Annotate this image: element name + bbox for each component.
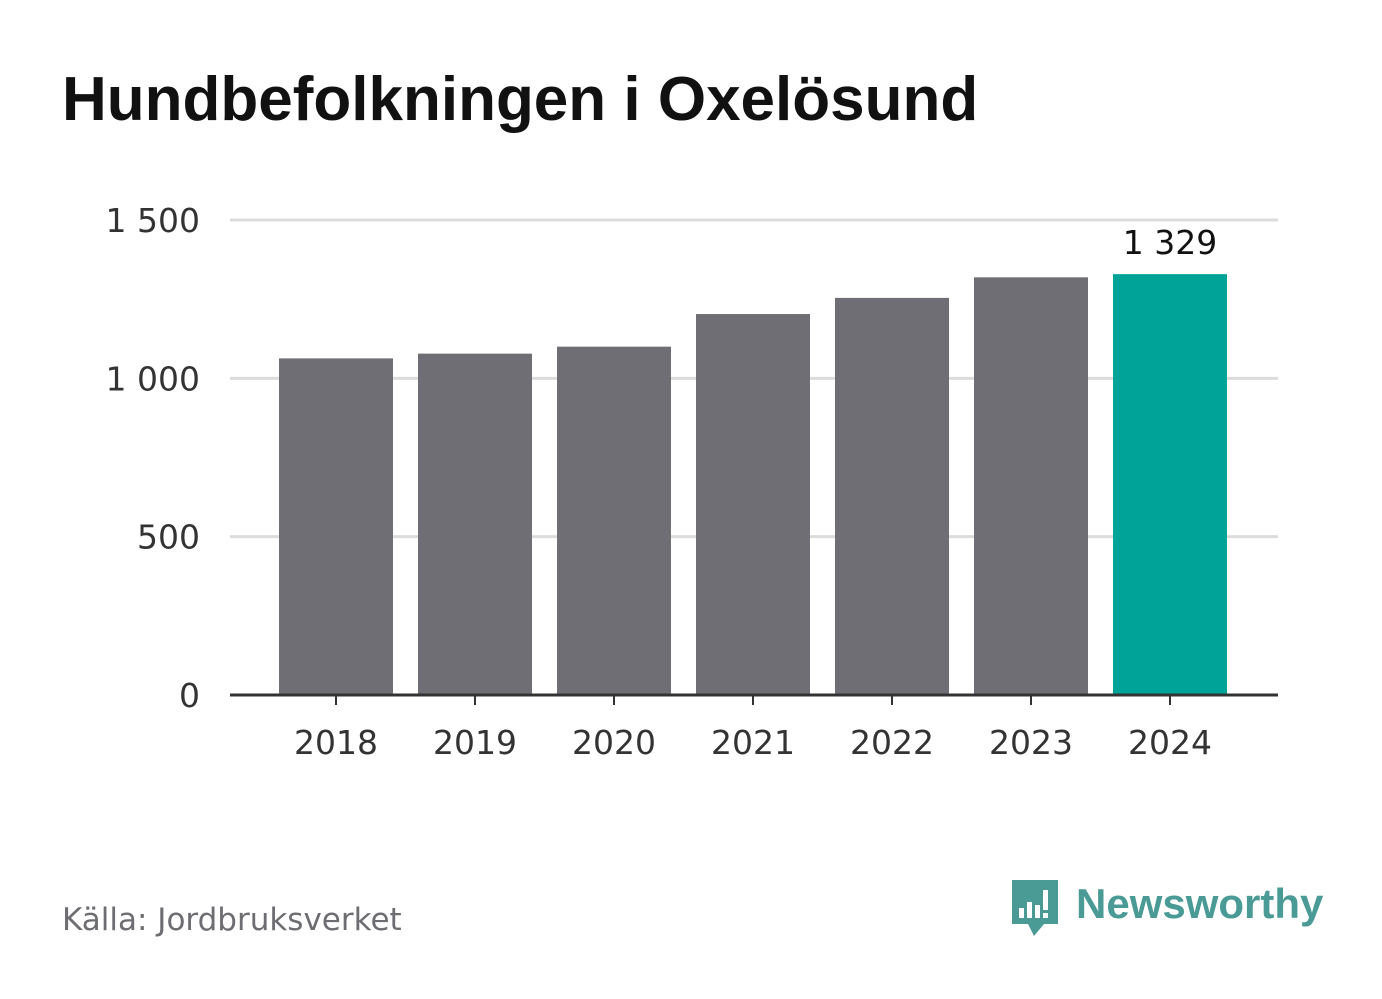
y-tick-label: 500 [137, 518, 200, 557]
bars [279, 274, 1227, 695]
x-tick-label: 2023 [989, 723, 1073, 762]
data-labels: 1 329 [1123, 223, 1217, 262]
bar [696, 314, 810, 695]
chart-title: Hundbefolkningen i Oxelösund [62, 65, 979, 134]
y-tick-label: 1 500 [106, 201, 200, 240]
x-axis-tick-labels: 2018 2019 2020 2021 2022 2023 2024 [294, 723, 1212, 762]
x-tick-label: 2018 [294, 723, 378, 762]
x-tick-label: 2024 [1128, 723, 1212, 762]
x-tick-label: 2019 [433, 723, 517, 762]
source-note: Källa: Jordbruksverket [62, 902, 402, 938]
brand-name: Newsworthy [1076, 880, 1324, 927]
bar [557, 346, 671, 695]
newsworthy-logo-icon [1012, 880, 1058, 936]
bar [1113, 274, 1227, 695]
y-axis-tick-labels: 0 500 1 000 1 500 [106, 201, 200, 715]
y-tick-label: 1 000 [106, 359, 200, 398]
x-tick-label: 2020 [572, 723, 656, 762]
bar [279, 358, 393, 695]
x-axis [230, 693, 1278, 705]
x-tick-label: 2022 [850, 723, 934, 762]
x-tick-label: 2021 [711, 723, 795, 762]
bar [835, 297, 949, 695]
brand-logo: Newsworthy [1010, 878, 1323, 942]
y-tick-label: 0 [179, 676, 200, 715]
bar [418, 353, 532, 695]
data-label: 1 329 [1123, 223, 1217, 262]
bar [974, 277, 1088, 695]
